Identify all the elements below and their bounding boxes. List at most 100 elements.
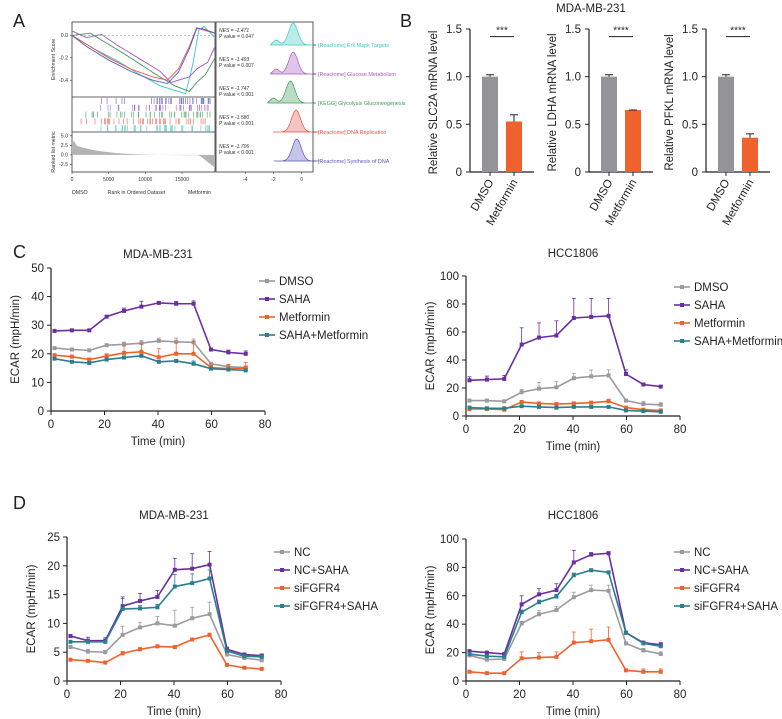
y-tick-label: 20 bbox=[47, 561, 60, 573]
data-point-sifgfr4-saha bbox=[85, 639, 90, 644]
data-point-dmso bbox=[606, 373, 611, 378]
data-point-sifgfr4-saha bbox=[103, 639, 108, 644]
series-line-dmso bbox=[54, 340, 246, 369]
y-tick-label: 25 bbox=[47, 532, 60, 544]
data-point-sifgfr4-saha bbox=[120, 607, 125, 611]
series-line-saha bbox=[54, 302, 246, 355]
data-point-nc-saha bbox=[519, 602, 524, 607]
legend-marker-metformin bbox=[265, 315, 269, 319]
legend-marker-sifgfr4 bbox=[680, 586, 684, 590]
data-point-saha bbox=[484, 377, 489, 382]
data-point-saha-metformin bbox=[226, 367, 231, 372]
data-point-nc bbox=[502, 656, 507, 661]
data-point-nc bbox=[641, 648, 646, 653]
p-value: P value = 0.007 bbox=[219, 63, 254, 69]
data-point-metformin bbox=[243, 366, 248, 371]
y-tick-label: 0.5 bbox=[682, 119, 698, 131]
data-point-saha bbox=[174, 301, 179, 306]
legend-label-metformin: Metformin bbox=[279, 312, 330, 324]
bar-dmso bbox=[601, 76, 617, 172]
data-point-nc bbox=[172, 623, 177, 628]
data-point-saha-metformin bbox=[122, 355, 127, 360]
nes-value: NES = -1.471 bbox=[219, 28, 249, 34]
data-point-nc bbox=[554, 608, 559, 612]
ecar-chart-d-hcc: HCC1806 0 20 40 60 80 100 0 20 40 60 80 Time (min) EC… bbox=[425, 510, 778, 718]
y-tick-label: 1.0 bbox=[682, 72, 698, 84]
data-point-saha bbox=[122, 308, 127, 313]
gene-set-label-0: [Reactome] Erk Mapk Targets bbox=[318, 43, 389, 49]
data-point-dmso bbox=[208, 361, 213, 366]
y-tick-label: 5.0 bbox=[61, 134, 68, 140]
x-tick-label: 80 bbox=[275, 689, 288, 701]
data-point-dmso bbox=[467, 398, 472, 403]
data-point-sifgfr4 bbox=[207, 632, 212, 637]
p-value: P value < 0.001 bbox=[219, 121, 254, 127]
data-point-sifgfr4-saha bbox=[484, 654, 489, 659]
x-tick-label: 0 bbox=[300, 177, 303, 183]
data-point-sifgfr4-saha bbox=[571, 573, 576, 578]
legend-marker-nc-saha bbox=[280, 568, 284, 572]
x-tick-label: -4 bbox=[243, 177, 248, 183]
data-point-sifgfr4-saha bbox=[138, 606, 143, 611]
significance-stars: **** bbox=[613, 26, 629, 37]
data-point-saha-metformin bbox=[484, 406, 489, 411]
y-axis-label: ECAR (mpH/min) bbox=[425, 301, 437, 390]
data-point-dmso bbox=[658, 402, 663, 407]
x-tick-label: 0 bbox=[64, 689, 70, 701]
x-tick-label: 40 bbox=[168, 689, 181, 701]
data-point-metformin bbox=[571, 401, 576, 406]
series-line-metformin bbox=[469, 400, 661, 412]
data-point-metformin bbox=[52, 353, 57, 358]
ecar-chart-d-mda: MDA-MB-231 0 5 10 15 20 25 0 20 40 60 80 Time (min) E… bbox=[26, 510, 378, 718]
data-point-nc bbox=[68, 645, 73, 650]
data-point-dmso bbox=[122, 342, 127, 347]
data-point-dmso bbox=[52, 346, 57, 351]
legend-marker-dmso bbox=[265, 279, 269, 283]
legend-marker-saha bbox=[265, 297, 269, 301]
chart-title: MDA-MB-231 bbox=[139, 510, 209, 522]
legend-label-nc: NC bbox=[294, 547, 311, 559]
x-tick-label: 0 bbox=[463, 424, 469, 436]
data-point-sifgfr4 bbox=[658, 669, 663, 674]
data-point-saha bbox=[589, 314, 594, 319]
panel-label-b: B bbox=[400, 11, 412, 31]
data-point-saha bbox=[571, 316, 576, 320]
y-tick-label: 0.0 bbox=[61, 153, 68, 159]
data-point-nc bbox=[103, 650, 108, 655]
x-tick-label: 80 bbox=[259, 419, 272, 431]
series-line-saha bbox=[469, 315, 661, 388]
x-tick-label: 40 bbox=[567, 424, 580, 436]
data-point-nc bbox=[589, 588, 594, 593]
data-point-saha bbox=[191, 301, 196, 306]
data-point-nc bbox=[537, 612, 542, 617]
y-tick-label: 60 bbox=[446, 327, 459, 339]
y-tick-label: -2.5 bbox=[59, 162, 68, 168]
data-point-sifgfr4-saha bbox=[242, 654, 247, 659]
data-point-saha bbox=[554, 333, 559, 338]
gene-set-label-4: [Reactome] Synthesis of DNA bbox=[318, 159, 390, 165]
data-point-nc-saha bbox=[68, 634, 73, 639]
y-tick-label: 40 bbox=[446, 619, 459, 631]
y-tick-label: 30 bbox=[31, 320, 44, 332]
y-tick-label: 100 bbox=[440, 534, 459, 546]
data-point-metformin bbox=[156, 355, 161, 360]
chart-title: HCC1806 bbox=[548, 510, 599, 522]
data-point-nc-saha bbox=[502, 652, 507, 657]
data-point-nc bbox=[207, 612, 212, 617]
data-point-saha bbox=[139, 304, 144, 309]
data-point-saha bbox=[208, 347, 213, 352]
y-tick-label: 40 bbox=[446, 355, 459, 367]
data-point-metformin bbox=[122, 350, 127, 355]
legend-label-sifgfr4: siFGFR4 bbox=[294, 583, 341, 595]
x-axis-label: Time (min) bbox=[147, 706, 202, 718]
data-point-sifgfr4-saha bbox=[554, 594, 559, 599]
es-curve-4 bbox=[71, 28, 216, 85]
data-point-saha-metformin bbox=[139, 353, 144, 358]
data-point-sifgfr4 bbox=[571, 640, 576, 645]
x-tick-label: 40 bbox=[567, 689, 580, 701]
data-point-saha-metformin bbox=[87, 360, 92, 365]
x-tick-label: 20 bbox=[114, 689, 127, 701]
data-point-saha bbox=[87, 328, 92, 333]
